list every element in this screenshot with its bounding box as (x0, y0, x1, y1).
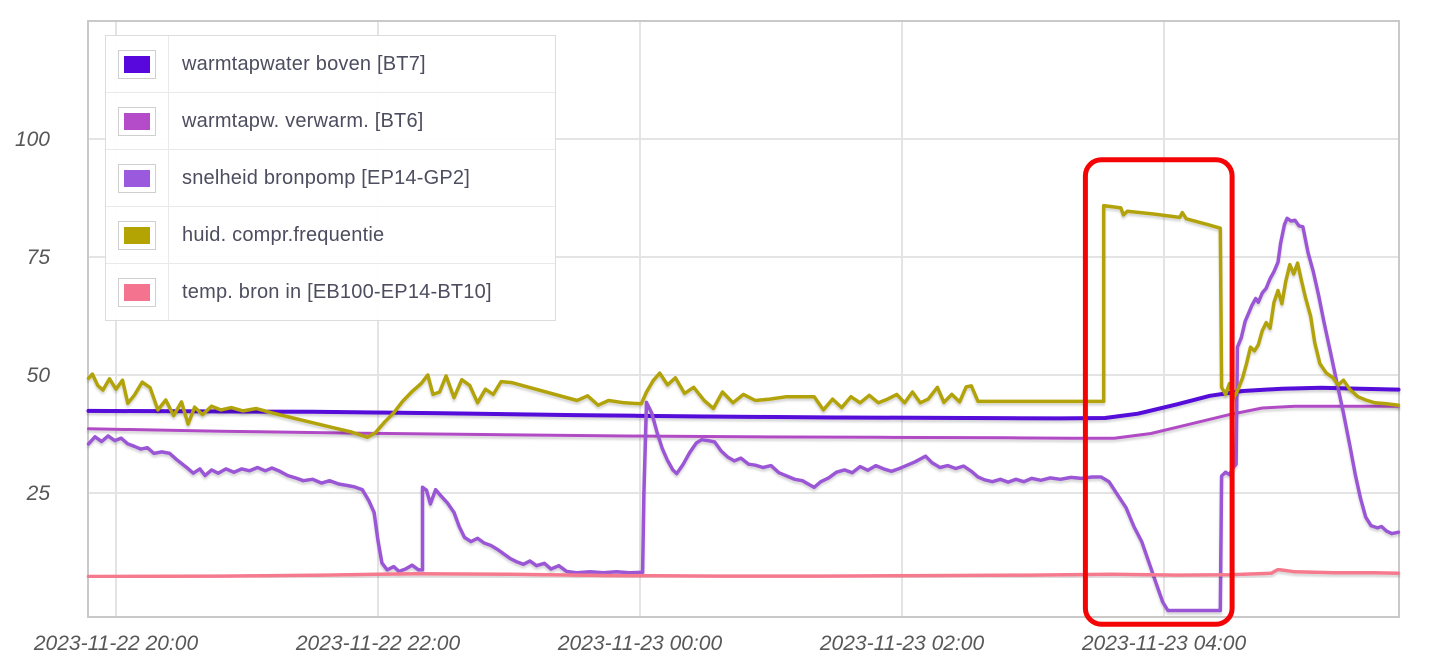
legend-item-gp2: snelheid bronpomp [EP14-GP2] (106, 150, 555, 207)
x-axis-tick-label: 2023-11-23 02:00 (819, 632, 985, 655)
legend-swatch-cell (106, 93, 169, 149)
legend-label-freq: huid. compr.frequentie (182, 223, 385, 246)
legend-label-bt7: warmtapwater boven [BT7] (182, 52, 426, 75)
legend-label-gp2: snelheid bronpomp [EP14-GP2] (182, 166, 470, 189)
legend-swatch-gp2-icon (118, 163, 156, 193)
plot-border (87, 20, 1400, 618)
series-line-bt10 (86, 567, 1401, 579)
legend-swatch-freq-icon (118, 220, 156, 250)
x-axis-tick-label: 2023-11-23 00:00 (557, 632, 723, 655)
legend-swatch-cell (106, 207, 169, 263)
x-axis-tick-label: 2023-11-22 20:00 (33, 632, 199, 655)
legend-item-bt7: warmtapwater boven [BT7] (106, 36, 555, 93)
legend-swatch-bt6-icon (118, 106, 156, 136)
legend-swatch-bt7-icon (118, 49, 156, 79)
legend-swatch-cell (106, 264, 169, 320)
series-line-gp2 (86, 216, 1401, 613)
chart-legend: warmtapwater boven [BT7] warmtapw. verwa… (105, 35, 556, 321)
series-line-bt6 (87, 404, 1400, 440)
legend-item-bt10: temp. bron in [EB100-EP14-BT10] (106, 264, 555, 320)
y-axis-tick-label: 100 (15, 128, 50, 151)
x-axis-tick-label: 2023-11-23 04:00 (1081, 632, 1247, 655)
y-axis-tick-label: 50 (27, 364, 51, 387)
y-axis-tick-label: 75 (27, 246, 51, 269)
x-axis-tick-label: 2023-11-22 22:00 (295, 632, 461, 655)
legend-label-bt6: warmtapw. verwarm. [BT6] (182, 109, 424, 132)
legend-label-bt10: temp. bron in [EB100-EP14-BT10] (182, 280, 492, 303)
legend-swatch-cell (106, 36, 169, 92)
legend-swatch-cell (106, 150, 169, 206)
y-axis-tick-label: 25 (26, 482, 51, 505)
annotation-rect (1082, 157, 1235, 627)
legend-swatch-bt10-icon (118, 277, 156, 307)
series-line-bt7 (86, 385, 1401, 421)
series-line-freq (86, 203, 1401, 440)
legend-item-freq: huid. compr.frequentie (106, 207, 555, 264)
legend-item-bt6: warmtapw. verwarm. [BT6] (106, 93, 555, 150)
